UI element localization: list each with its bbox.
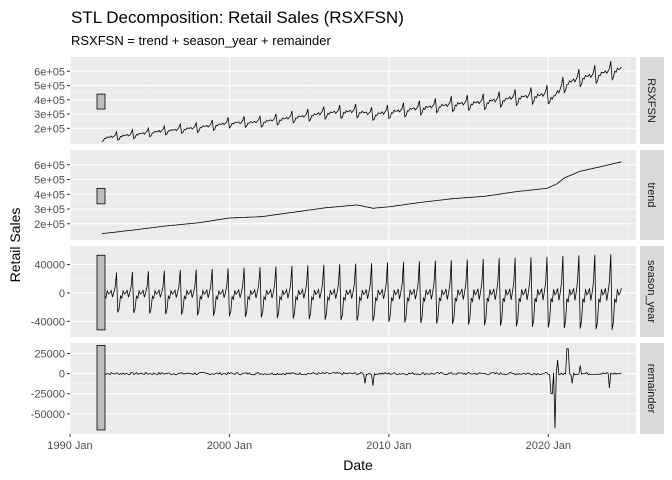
x-axis: 1990 Jan 2000 Jan 2010 Jan 2020 Jan — [47, 434, 571, 452]
y-tick-label: 2e+05 — [34, 123, 65, 135]
series-line-season_year — [101, 254, 622, 330]
x-tick-label: 2000 Jan — [207, 440, 252, 452]
x-axis-label: Date — [343, 457, 373, 473]
y-tick-label: 4e+05 — [34, 189, 65, 201]
facet-strip-label: trend — [645, 182, 657, 207]
y-tick-label: 3e+05 — [34, 204, 65, 216]
facet-strip-label: RSXFSN — [645, 78, 657, 123]
y-tick-label: 40000 — [34, 259, 65, 271]
y-tick-label: 5e+05 — [34, 81, 65, 93]
y-tick-label: 6e+05 — [34, 66, 65, 78]
scale-bar — [96, 93, 106, 110]
facet-strip-label: remainder — [645, 364, 657, 414]
y-tick-label: -25000 — [31, 389, 65, 401]
y-tick-label: 0 — [59, 369, 65, 381]
facet-strip — [640, 246, 664, 337]
facet-strip — [640, 57, 664, 144]
series-line-remainder — [101, 348, 622, 429]
y-tick-label: -40000 — [31, 316, 65, 328]
panel-RSXFSN: 2e+05 3e+05 4e+05 5e+05 6e+05 RSXFSN — [34, 57, 664, 144]
facet-strip — [640, 343, 664, 434]
scale-bar — [96, 254, 106, 331]
x-tick-label: 2020 Jan — [526, 440, 571, 452]
chart-subtitle: RSXFSN = trend + season_year + remainder — [71, 33, 331, 48]
x-tick-label: 1990 Jan — [47, 440, 92, 452]
scale-bar — [96, 187, 106, 205]
x-tick-label: 2010 Jan — [366, 440, 411, 452]
facet-strip-label: season_year — [645, 260, 657, 323]
y-tick-label: -50000 — [31, 409, 65, 421]
y-tick-label: 5e+05 — [34, 175, 65, 187]
series-line-trend — [101, 161, 622, 235]
panel-background — [70, 343, 636, 434]
y-tick-label: 25000 — [34, 348, 65, 360]
chart-title-text: STL Decomposition: Retail Sales (RSXFSN) — [71, 8, 404, 27]
panel-remainder: -50000 -25000 0 25000 remainder — [31, 343, 664, 434]
series-line-RSXFSN — [101, 61, 622, 143]
y-tick-label: 6e+05 — [34, 160, 65, 172]
panel-trend: 2e+05 3e+05 4e+05 5e+05 6e+05 trend — [34, 150, 664, 240]
facet-strip — [640, 150, 664, 240]
facet-panels: 2e+05 3e+05 4e+05 5e+05 6e+05 RSXFSN 2e+05 3e+0… — [31, 57, 664, 434]
y-tick-label: 2e+05 — [34, 219, 65, 231]
y-axis-label: Retail Sales — [7, 208, 23, 283]
y-tick-label: 0 — [59, 288, 65, 300]
panel-background — [70, 150, 636, 240]
y-tick-label: 3e+05 — [34, 109, 65, 121]
panel-season_year: -40000 0 40000 season_year — [31, 246, 664, 337]
scale-bar — [96, 345, 106, 431]
y-tick-label: 4e+05 — [34, 95, 65, 107]
